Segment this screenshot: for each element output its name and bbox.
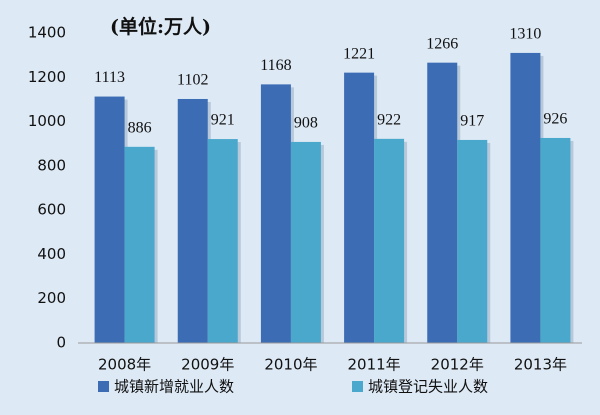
- x-tick-label: 2011年: [347, 356, 400, 374]
- bar: [260, 84, 291, 343]
- chart-subtitle: (单位:万人): [110, 15, 211, 38]
- x-tick-label: 2008年: [98, 356, 151, 374]
- bar: [177, 98, 208, 343]
- bar: [344, 72, 375, 343]
- bar: [540, 137, 571, 343]
- x-tick-label: 2013年: [514, 356, 567, 374]
- legend-label: 城镇新增就业人数: [114, 378, 234, 396]
- value-label: 1266: [426, 35, 458, 52]
- bar: [207, 139, 238, 343]
- value-label: 886: [128, 119, 152, 136]
- value-label: 1310: [509, 26, 541, 43]
- value-label: 1113: [94, 69, 125, 86]
- y-tick-label: 600: [37, 201, 66, 219]
- value-label: 926: [543, 111, 567, 128]
- bar: [427, 62, 458, 344]
- y-tick-label: 200: [37, 289, 66, 307]
- legend-label: 城镇登记失业人数: [368, 378, 488, 396]
- y-tick-label: 1400: [28, 24, 66, 42]
- value-label: 922: [377, 112, 401, 129]
- x-tick-label: 2009年: [181, 356, 234, 374]
- x-tick-label: 2010年: [264, 356, 317, 374]
- bar: [94, 96, 125, 343]
- value-label: 1221: [343, 45, 375, 62]
- value-label: 1168: [260, 57, 291, 74]
- value-label: 921: [211, 112, 235, 129]
- legend-swatch: [352, 381, 363, 392]
- bar: [457, 139, 488, 343]
- y-tick-label: 800: [37, 156, 66, 174]
- legend-swatch: [98, 381, 109, 392]
- x-tick-label: 2012年: [431, 356, 484, 374]
- bar: [124, 146, 155, 343]
- bar: [374, 138, 405, 343]
- y-tick-label: 1000: [28, 112, 66, 130]
- y-tick-label: 1200: [28, 68, 66, 86]
- bar: [510, 52, 541, 344]
- y-tick-label: 400: [37, 245, 66, 263]
- y-tick-label: 0: [56, 334, 66, 352]
- bar: [290, 141, 321, 343]
- value-label: 917: [460, 113, 484, 130]
- value-label: 908: [294, 115, 318, 132]
- value-label: 1102: [177, 72, 208, 89]
